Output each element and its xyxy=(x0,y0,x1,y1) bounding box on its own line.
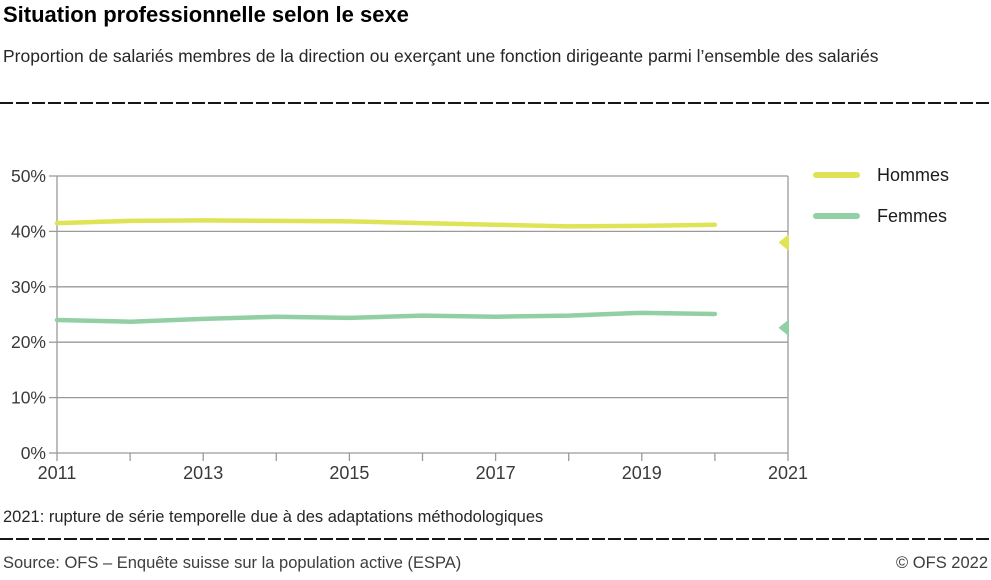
x-axis-label: 2011 xyxy=(38,463,77,483)
y-axis-label: 0% xyxy=(21,443,46,463)
x-axis-label: 2021 xyxy=(768,463,808,483)
y-axis-label: 20% xyxy=(11,332,46,352)
legend-label: Hommes xyxy=(877,164,950,185)
y-axis-label: 30% xyxy=(11,277,46,297)
legend-item-femmes: Femmes xyxy=(813,205,949,226)
top-dashed-separator xyxy=(0,102,991,104)
source-text: Source: OFS – Enquête suisse sur la popu… xyxy=(3,554,462,572)
y-axis-label: 10% xyxy=(11,388,46,408)
x-axis-label: 2013 xyxy=(183,463,223,483)
chart-subtitle: Proportion de salariés membres de la dir… xyxy=(3,46,879,66)
y-axis-label: 40% xyxy=(11,221,46,241)
break-marker-hommes xyxy=(778,233,789,251)
x-axis-label: 2019 xyxy=(622,463,662,483)
copyright-text: © OFS 2022 xyxy=(896,554,988,572)
bottom-dashed-separator xyxy=(0,538,991,540)
legend-item-hommes: Hommes xyxy=(813,164,950,185)
page-title: Situation professionnelle selon le sexe xyxy=(3,2,409,27)
legend-label: Femmes xyxy=(877,205,948,226)
x-axis-label: 2015 xyxy=(329,463,369,483)
legend-swatch-femmes xyxy=(813,213,860,219)
line-chart: 0% 10% 20% 30% 40% 50% 2011 2013 2015 2017 2019 202… xyxy=(11,166,808,483)
break-note: 2021: rupture de série temporelle due à … xyxy=(3,508,544,526)
break-marker-femmes xyxy=(778,319,789,337)
series-line-femmes xyxy=(54,310,718,324)
x-axis-label: 2017 xyxy=(476,463,516,483)
y-axis-label: 50% xyxy=(11,166,46,186)
legend-swatch-hommes xyxy=(813,172,860,178)
footer: Source: OFS – Enquête suisse sur la popu… xyxy=(0,554,991,573)
chart-legend: Hommes Femmes xyxy=(813,164,950,226)
series-line-hommes xyxy=(54,218,718,229)
